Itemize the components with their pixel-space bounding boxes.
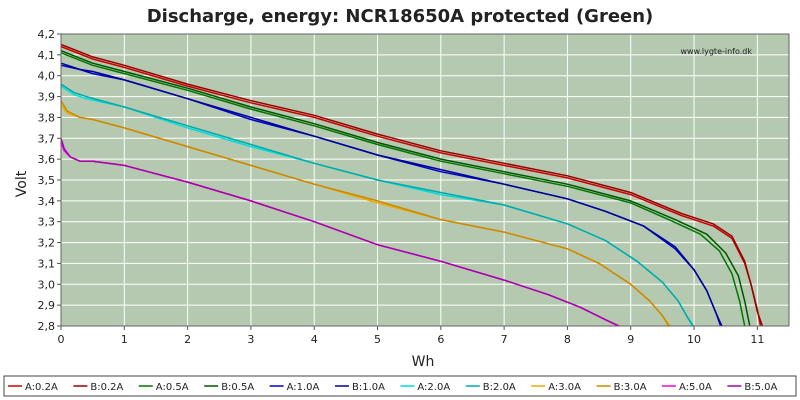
y-tick-label: 3,8 bbox=[38, 111, 56, 124]
x-tick-label: 9 bbox=[627, 333, 634, 346]
y-tick-label: 3,4 bbox=[38, 195, 56, 208]
y-axis-label: Volt bbox=[14, 170, 30, 197]
legend-label: A:5.0A bbox=[679, 382, 712, 393]
y-tick-label: 2,9 bbox=[38, 299, 56, 312]
x-tick-label: 10 bbox=[687, 333, 701, 346]
legend-label: B:5.0A bbox=[744, 382, 777, 393]
x-axis-label: Wh bbox=[412, 354, 435, 370]
chart-title: Discharge, energy: NCR18650A protected (… bbox=[147, 6, 654, 27]
y-tick-label: 4,1 bbox=[38, 49, 56, 62]
series-line-b-0-2a bbox=[60, 43, 764, 327]
legend-label: A:1.0A bbox=[287, 382, 320, 393]
x-tick-label: 8 bbox=[564, 333, 571, 346]
legend bbox=[3, 375, 797, 397]
series-line-b-3-0a bbox=[60, 100, 670, 327]
series-line-b-2-0a bbox=[60, 83, 695, 327]
legend-label: B:3.0A bbox=[614, 382, 647, 393]
legend-label: B:0.5A bbox=[221, 382, 254, 393]
x-tick-label: 2 bbox=[184, 333, 191, 346]
watermark: www.lygte-info.dk bbox=[680, 47, 752, 56]
x-tick-label: 4 bbox=[311, 333, 318, 346]
x-axis-ticks: 0 1 2 3 4 5 6 7 8 9 10 11 bbox=[58, 326, 764, 346]
y-tick-label: 3,0 bbox=[38, 278, 56, 291]
x-tick-label: 1 bbox=[121, 333, 128, 346]
series-line-a-0-5a bbox=[60, 52, 746, 327]
series-layer bbox=[60, 43, 764, 327]
legend-items: A:0.2A B:0.2A A:0.5A B:0.5A A:1.0A B:1.0A A:2.… bbox=[8, 382, 778, 393]
legend-label: A:0.5A bbox=[156, 382, 189, 393]
y-tick-label: 3,2 bbox=[38, 237, 56, 250]
legend-label: A:2.0A bbox=[417, 382, 450, 393]
y-tick-label: 3,1 bbox=[38, 257, 56, 270]
x-tick-label: 6 bbox=[437, 333, 444, 346]
x-tick-label: 5 bbox=[374, 333, 381, 346]
series-line-b-1-0a bbox=[60, 62, 723, 327]
legend-label: B:0.2A bbox=[90, 382, 123, 393]
x-tick-label: 3 bbox=[247, 333, 254, 346]
y-tick-label: 3,3 bbox=[38, 216, 56, 229]
y-tick-label: 4,0 bbox=[38, 70, 56, 83]
grid bbox=[60, 33, 789, 327]
legend-label: A:3.0A bbox=[548, 382, 581, 393]
legend-label: B:1.0A bbox=[352, 382, 385, 393]
x-tick-label: 0 bbox=[58, 333, 65, 346]
y-tick-label: 3,7 bbox=[38, 132, 56, 145]
x-tick-label: 11 bbox=[750, 333, 764, 346]
series-line-b-5-0a bbox=[60, 138, 620, 327]
legend-label: B:2.0A bbox=[483, 382, 516, 393]
y-axis-ticks: 2,8 2,9 3,0 3,1 3,2 3,3 3,4 3,5 3,6 3,7 3,8 3,9 4,0 4… bbox=[38, 28, 61, 333]
y-tick-label: 3,9 bbox=[38, 91, 56, 104]
y-tick-label: 3,6 bbox=[38, 153, 56, 166]
x-tick-label: 7 bbox=[501, 333, 508, 346]
y-tick-label: 2,8 bbox=[38, 320, 56, 333]
legend-label: A:0.2A bbox=[25, 382, 58, 393]
y-tick-label: 3,5 bbox=[38, 174, 56, 187]
series-line-b-0-5a bbox=[60, 50, 751, 327]
y-tick-label: 4,2 bbox=[38, 28, 56, 41]
